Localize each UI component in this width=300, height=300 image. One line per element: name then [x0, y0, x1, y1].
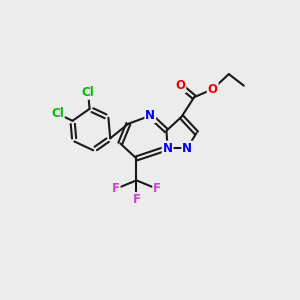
Text: O: O	[175, 79, 185, 92]
Text: N: N	[145, 109, 155, 122]
Text: N: N	[163, 142, 172, 154]
Text: O: O	[208, 82, 218, 96]
Text: Cl: Cl	[51, 107, 64, 120]
Text: F: F	[132, 193, 140, 206]
Text: Cl: Cl	[82, 86, 94, 99]
Text: F: F	[153, 182, 161, 195]
Text: N: N	[182, 142, 192, 154]
Text: F: F	[112, 182, 120, 195]
